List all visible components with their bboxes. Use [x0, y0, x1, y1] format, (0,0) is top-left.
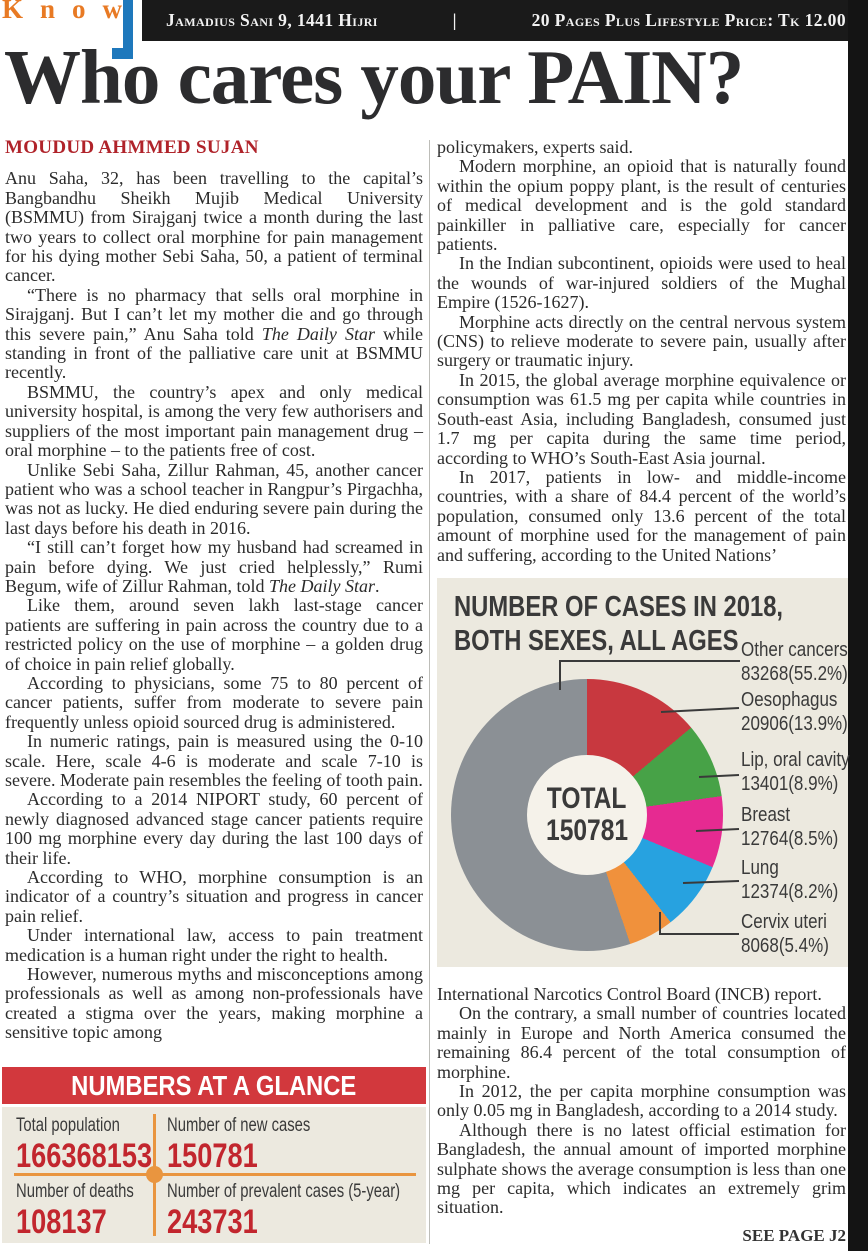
- chart-center-value: 150781: [545, 814, 629, 847]
- left-column: MOUDUD AHMMED SUJAN Anu Saha, 32, has be…: [5, 138, 423, 1043]
- price-line: 20 Pages Plus Lifestyle Price: Tk 12.00: [531, 10, 846, 30]
- paragraph: Although there is no latest official est…: [437, 1119, 846, 1218]
- chart-center-label: TOTAL: [547, 782, 627, 815]
- paragraph: According to physicians, some 75 to 80 p…: [5, 672, 423, 732]
- page-edge-strip: [848, 0, 868, 1251]
- paragraph: However, numerous myths and misconceptio…: [5, 964, 423, 1043]
- paragraph: In the Indian subcontinent, opioids were…: [437, 253, 846, 313]
- paragraph: Anu Saha, 32, has been travelling to the…: [5, 168, 423, 286]
- numbers-banner: NUMBERS AT A GLANCE: [2, 1067, 426, 1104]
- stat-deaths: Number of deaths 108137: [16, 1181, 134, 1241]
- numbers-box: Total population 166368153 Number of new…: [2, 1107, 426, 1243]
- blue-bracket-icon: [112, 0, 134, 70]
- chart-label-lung: Lung 12374(8.2%): [741, 857, 839, 903]
- paragraph: Modern morphine, an opioid that is natur…: [437, 156, 846, 255]
- paragraph: In 2017, patients in low- and middle-inc…: [437, 466, 846, 565]
- chart-label-oesophagus: Oesophagus 20906(13.9%): [741, 689, 848, 735]
- paragraph: According to a 2014 NIPORT study, 60 per…: [5, 789, 423, 868]
- section-logo: Know: [2, 0, 140, 24]
- see-page-ref: SEE PAGE J2: [742, 1225, 846, 1245]
- paragraph: In numeric ratings, pain is measured usi…: [5, 731, 423, 790]
- paragraph: “I still can’t forget how my husband had…: [5, 537, 423, 596]
- paragraph: policymakers, experts said.: [437, 137, 633, 157]
- paragraph: Unlike Sebi Saha, Zillur Rahman, 45, ano…: [5, 459, 423, 538]
- paragraph: According to WHO, morphine consumption i…: [5, 867, 423, 926]
- rule-intersection-dot: [146, 1166, 163, 1183]
- date-line: Jamadius Sani 9, 1441 Hijri: [166, 10, 378, 30]
- byline: MOUDUD AHMMED SUJAN: [5, 137, 259, 158]
- paragraph: Like them, around seven lakh last-stage …: [5, 595, 423, 674]
- paragraph: In 2015, the global average morphine equ…: [437, 369, 846, 468]
- stat-prevalent-cases: Number of prevalent cases (5-year) 24373…: [167, 1181, 401, 1241]
- paragraph: BSMMU, the country’s apex and only medic…: [5, 381, 423, 461]
- headline: Who cares your PAIN?: [4, 34, 744, 120]
- chart-label-breast: Breast 12764(8.5%): [741, 804, 839, 850]
- column-divider: [429, 140, 430, 1244]
- stat-total-population: Total population 166368153: [16, 1115, 153, 1175]
- paragraph: On the contrary, a small number of count…: [437, 1003, 846, 1082]
- stat-new-cases: Number of new cases 150781: [167, 1115, 311, 1175]
- paragraph: Under international law, access to pain …: [5, 925, 423, 965]
- paragraph: Morphine acts directly on the central ne…: [437, 311, 846, 371]
- right-column-bottom: International Narcotics Control Board (I…: [437, 984, 846, 1245]
- paragraph: “There is no pharmacy that sells oral mo…: [5, 284, 424, 383]
- masthead-bar: Jamadius Sani 9, 1441 Hijri | 20 Pages P…: [142, 0, 868, 41]
- chart-title: NUMBER OF CASES IN 2018, BOTH SEXES, ALL…: [454, 591, 784, 657]
- paragraph: In 2012, the per capita morphine consump…: [437, 1081, 846, 1121]
- chart-label-cervix-uteri: Cervix uteri 8068(5.4%): [741, 911, 829, 957]
- numbers-banner-title: NUMBERS AT A GLANCE: [71, 1069, 357, 1101]
- horizontal-rule: [14, 1173, 416, 1176]
- chart-label-lip-oral-cavity: Lip, oral cavity 13401(8.9%): [741, 749, 850, 795]
- donut-hole: TOTAL 150781: [527, 755, 647, 875]
- paragraph: International Narcotics Control Board (I…: [437, 984, 822, 1004]
- right-column-top: policymakers, experts said. Modern morph…: [437, 137, 846, 565]
- cancer-cases-chart: NUMBER OF CASES IN 2018, BOTH SEXES, ALL…: [437, 578, 850, 967]
- masthead-separator: |: [452, 10, 457, 30]
- chart-label-other-cancers: Other cancers 83268(55.2%): [741, 639, 848, 685]
- leader-lines: [559, 660, 740, 935]
